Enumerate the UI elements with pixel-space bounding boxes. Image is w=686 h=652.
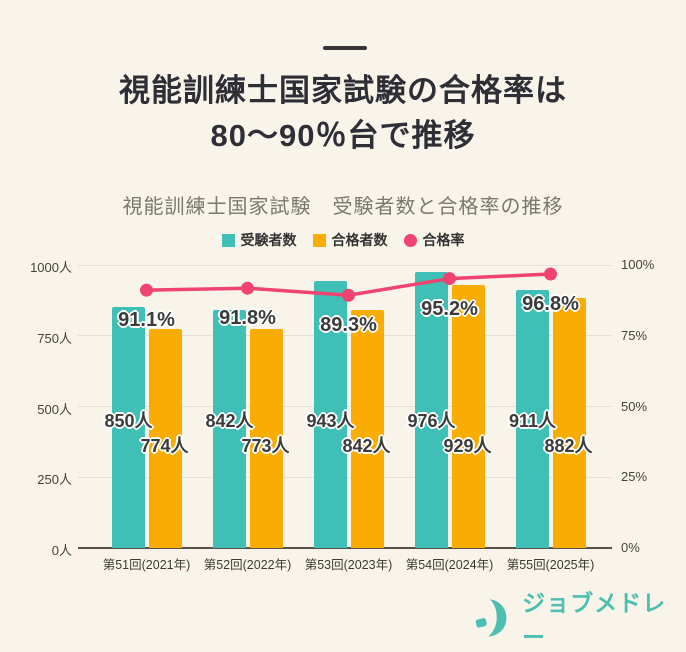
- examinees-value-label: 976人: [407, 411, 456, 431]
- bar-examinees: [313, 281, 347, 548]
- bar-examinees: [111, 307, 145, 548]
- bar-passers: [350, 309, 384, 548]
- pass-rate-dot-icon: [403, 233, 417, 247]
- gridline: [78, 264, 612, 266]
- x-axis-tick: 第55回(2025年): [506, 558, 595, 572]
- bar-examinees: [414, 271, 448, 548]
- y-axis-left-tick: 250人: [37, 472, 72, 488]
- chart-legend: 受験者数 合格者数 合格率: [0, 230, 686, 250]
- pass-rate-point: [443, 272, 456, 286]
- pass-rate-value-label: 96.8%: [522, 293, 579, 316]
- legend-label-passers: 合格者数: [331, 232, 388, 248]
- legend-label-examinees: 受験者数: [240, 232, 297, 248]
- x-axis-tick: 第54回(2024年): [405, 558, 494, 572]
- legend-label-pass-rate: 合格率: [422, 232, 465, 248]
- y-axis-right-tick: 0%: [621, 540, 640, 555]
- examinees-value-label: 911人: [508, 411, 557, 431]
- passers-value-label: 773人: [241, 436, 290, 456]
- examinees-value-label: 943人: [306, 411, 355, 431]
- y-axis-left-tick: 750人: [37, 330, 72, 346]
- passers-value-label: 774人: [140, 436, 189, 456]
- bar-examinees: [212, 309, 246, 548]
- examinees-value-label: 842人: [205, 411, 254, 431]
- page-title: 視能訓練士国家試験の合格率は 80～90％台で推移: [0, 68, 686, 158]
- y-axis-right-tick: 50%: [621, 398, 648, 414]
- page-title-line1: 視能訓練士国家試験の合格率は: [119, 73, 567, 108]
- passers-value-label: 929人: [443, 436, 492, 456]
- x-axis-tick: 第52回(2022年): [203, 558, 292, 572]
- pass-rate-point: [342, 288, 355, 302]
- pass-rate-point: [241, 281, 254, 295]
- x-axis-line: [78, 547, 612, 549]
- pass-rate-value-label: 95.2%: [421, 297, 478, 320]
- bar-passers: [451, 285, 485, 548]
- y-axis-right-tick: 75%: [621, 327, 648, 343]
- examinees-value-label: 850人: [104, 411, 153, 431]
- passers-value-label: 842人: [342, 436, 391, 456]
- x-axis-tick: 第51回(2021年): [102, 558, 191, 572]
- legend-item-passers: 合格者数: [312, 230, 388, 250]
- x-axis-tick: 第53回(2023年): [304, 558, 393, 572]
- legend-item-pass-rate: 合格率: [403, 230, 465, 250]
- y-axis-right-tick: 100%: [621, 257, 655, 272]
- y-axis-right-tick: 25%: [621, 469, 648, 485]
- passers-value-label: 882人: [544, 436, 593, 456]
- bar-passers: [552, 298, 586, 548]
- y-axis-left-tick: 1000人: [30, 260, 72, 275]
- title-accent-dash: [323, 46, 367, 50]
- passers-swatch-icon: [312, 233, 326, 247]
- examinees-swatch-icon: [221, 233, 235, 247]
- y-axis-left-tick: 500人: [37, 401, 72, 417]
- jobmedley-mark-icon: [475, 599, 507, 637]
- chart-plot-area: 1000人 100% 750人 75% 500人 50% 250人 25% 0人 0% 850人 77…: [30, 257, 655, 572]
- pass-rate-point: [544, 267, 557, 281]
- pass-rate-value-label: 91.8%: [219, 307, 276, 330]
- legend-item-examinees: 受験者数: [221, 230, 297, 250]
- pass-rate-line: [140, 267, 557, 302]
- bar-passers: [148, 328, 182, 548]
- y-axis-left-tick: 0人: [51, 543, 72, 558]
- bar-passers: [249, 329, 283, 548]
- pass-rate-point: [140, 283, 153, 297]
- bar-examinees: [515, 290, 549, 548]
- chart-title: 視能訓練士国家試験 受験者数と合格率の推移: [122, 196, 564, 218]
- pass-rate-value-label: 91.1%: [118, 309, 175, 332]
- page-title-line2: 80～90％台で推移: [210, 118, 476, 153]
- pass-rate-value-label: 89.3%: [320, 314, 377, 337]
